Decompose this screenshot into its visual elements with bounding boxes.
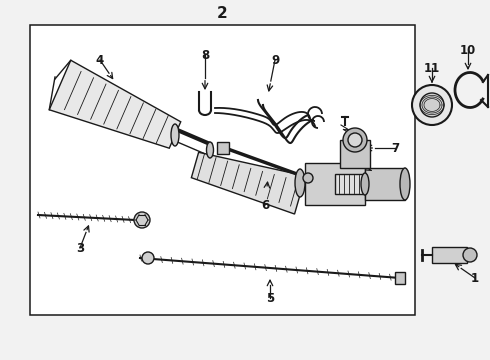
Text: 4: 4: [96, 54, 104, 67]
Text: 1: 1: [471, 271, 479, 284]
Circle shape: [420, 93, 444, 117]
Bar: [432, 247, 467, 263]
Text: 11: 11: [424, 62, 440, 75]
Bar: [365, 168, 405, 200]
Circle shape: [343, 128, 367, 152]
Bar: [305, 163, 365, 205]
Text: 5: 5: [266, 292, 274, 305]
Bar: [395, 272, 405, 284]
Text: 2: 2: [217, 5, 228, 21]
Text: 6: 6: [261, 198, 269, 212]
Text: 3: 3: [76, 242, 84, 255]
Circle shape: [303, 173, 313, 183]
Circle shape: [348, 133, 362, 147]
Ellipse shape: [361, 173, 369, 195]
Polygon shape: [192, 152, 305, 214]
Circle shape: [412, 85, 452, 125]
Bar: [335, 174, 365, 194]
Text: 9: 9: [271, 54, 279, 67]
Bar: [217, 142, 229, 154]
Ellipse shape: [206, 142, 214, 158]
Ellipse shape: [142, 252, 154, 264]
Text: 10: 10: [460, 44, 476, 57]
Text: 7: 7: [391, 141, 399, 154]
Bar: [340, 140, 370, 168]
Circle shape: [463, 248, 477, 262]
Ellipse shape: [400, 168, 410, 200]
Text: 8: 8: [201, 49, 209, 62]
Ellipse shape: [171, 124, 179, 146]
Circle shape: [134, 212, 150, 228]
Ellipse shape: [295, 169, 305, 197]
Polygon shape: [49, 60, 181, 148]
Bar: [30, 25, 415, 315]
